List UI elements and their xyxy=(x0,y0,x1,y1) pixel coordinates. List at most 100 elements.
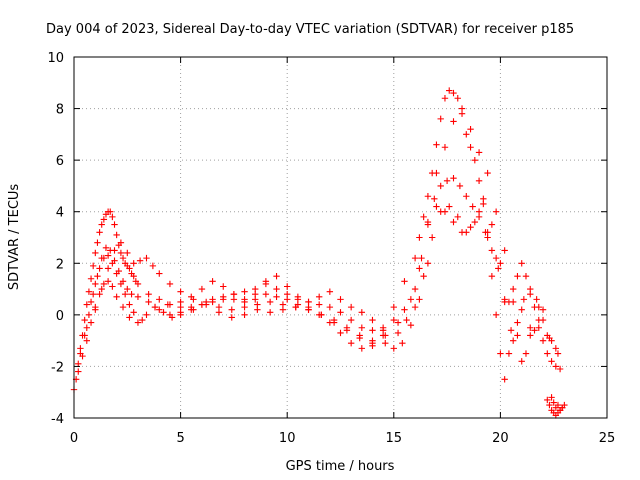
data-point xyxy=(390,316,397,324)
data-point xyxy=(83,337,90,344)
data-point xyxy=(305,306,312,313)
data-point xyxy=(92,280,99,288)
data-point xyxy=(94,239,101,246)
data-point xyxy=(130,272,137,280)
x-tick-label: 0 xyxy=(70,431,78,446)
data-point xyxy=(134,319,142,326)
data-point xyxy=(266,309,274,316)
data-point xyxy=(87,275,95,282)
data-point xyxy=(119,254,127,262)
data-point xyxy=(156,270,163,277)
data-point xyxy=(104,278,112,285)
series-track-d xyxy=(92,105,542,352)
data-point xyxy=(450,174,457,182)
x-tick-label: 5 xyxy=(176,431,184,446)
data-point xyxy=(87,319,95,326)
data-point xyxy=(469,203,476,210)
data-point xyxy=(109,213,116,221)
data-point xyxy=(480,195,487,203)
data-point xyxy=(143,311,150,319)
data-point xyxy=(467,223,474,231)
data-point xyxy=(113,231,120,239)
data-point xyxy=(471,156,479,164)
data-point xyxy=(337,309,344,316)
data-point xyxy=(518,358,525,365)
data-point xyxy=(318,311,325,319)
data-point xyxy=(284,283,291,290)
x-tick-label: 25 xyxy=(599,431,616,446)
data-point xyxy=(433,141,440,148)
data-point xyxy=(220,283,227,290)
data-point xyxy=(326,303,334,311)
x-tick-label: 15 xyxy=(386,431,403,446)
data-point xyxy=(552,363,560,370)
y-tick-label: -2 xyxy=(51,360,64,375)
data-point xyxy=(556,365,564,373)
series-late-cluster xyxy=(544,394,568,419)
data-point xyxy=(149,262,157,270)
data-point xyxy=(326,288,334,295)
data-point xyxy=(347,303,355,311)
data-point xyxy=(156,306,163,313)
data-point xyxy=(119,303,127,311)
series-track-e xyxy=(75,195,562,375)
series-track-a xyxy=(70,87,564,393)
data-point xyxy=(484,169,491,177)
data-point xyxy=(130,309,137,316)
data-point xyxy=(411,254,419,262)
data-point xyxy=(128,291,135,298)
data-point xyxy=(273,272,280,280)
data-point xyxy=(358,324,366,331)
data-point xyxy=(411,303,419,311)
data-point xyxy=(241,288,248,295)
data-point xyxy=(497,350,504,357)
y-tick-label: 10 xyxy=(47,51,64,66)
data-point xyxy=(550,399,557,406)
data-point xyxy=(403,316,410,324)
x-tick-label: 10 xyxy=(279,431,296,446)
data-point xyxy=(343,324,351,331)
data-point xyxy=(463,193,470,200)
data-point xyxy=(518,306,525,313)
data-point xyxy=(94,272,101,280)
data-point xyxy=(535,303,542,311)
data-point xyxy=(527,285,534,293)
data-point xyxy=(433,169,440,177)
data-point xyxy=(501,376,508,383)
data-point xyxy=(315,301,323,308)
data-point xyxy=(209,296,216,303)
data-point xyxy=(514,319,521,326)
y-tick-label: 2 xyxy=(56,257,64,272)
data-point xyxy=(156,296,163,303)
data-point xyxy=(544,396,551,404)
data-point xyxy=(252,291,259,298)
data-point xyxy=(358,309,366,316)
data-point xyxy=(509,337,517,344)
chart-title: Day 004 of 2023, Sidereal Day-to-day VTE… xyxy=(46,22,574,37)
data-point xyxy=(437,115,444,123)
data-point xyxy=(548,337,555,344)
data-point xyxy=(121,291,129,298)
data-point xyxy=(554,401,562,409)
data-point xyxy=(431,195,438,203)
x-tick-label: 20 xyxy=(492,431,509,446)
data-point xyxy=(98,285,105,293)
data-point xyxy=(337,329,344,337)
data-point xyxy=(85,311,93,319)
data-point xyxy=(330,316,338,324)
data-point xyxy=(100,280,108,288)
data-point xyxy=(87,298,95,306)
data-point xyxy=(262,291,270,298)
data-point xyxy=(81,332,88,339)
data-point xyxy=(134,293,142,301)
data-point xyxy=(102,244,110,252)
data-point xyxy=(552,345,560,352)
data-point xyxy=(382,340,389,347)
data-point xyxy=(369,327,376,334)
data-point xyxy=(407,296,415,303)
data-point xyxy=(420,272,427,280)
data-point xyxy=(559,404,566,411)
data-point xyxy=(109,283,116,290)
data-point xyxy=(177,311,184,319)
